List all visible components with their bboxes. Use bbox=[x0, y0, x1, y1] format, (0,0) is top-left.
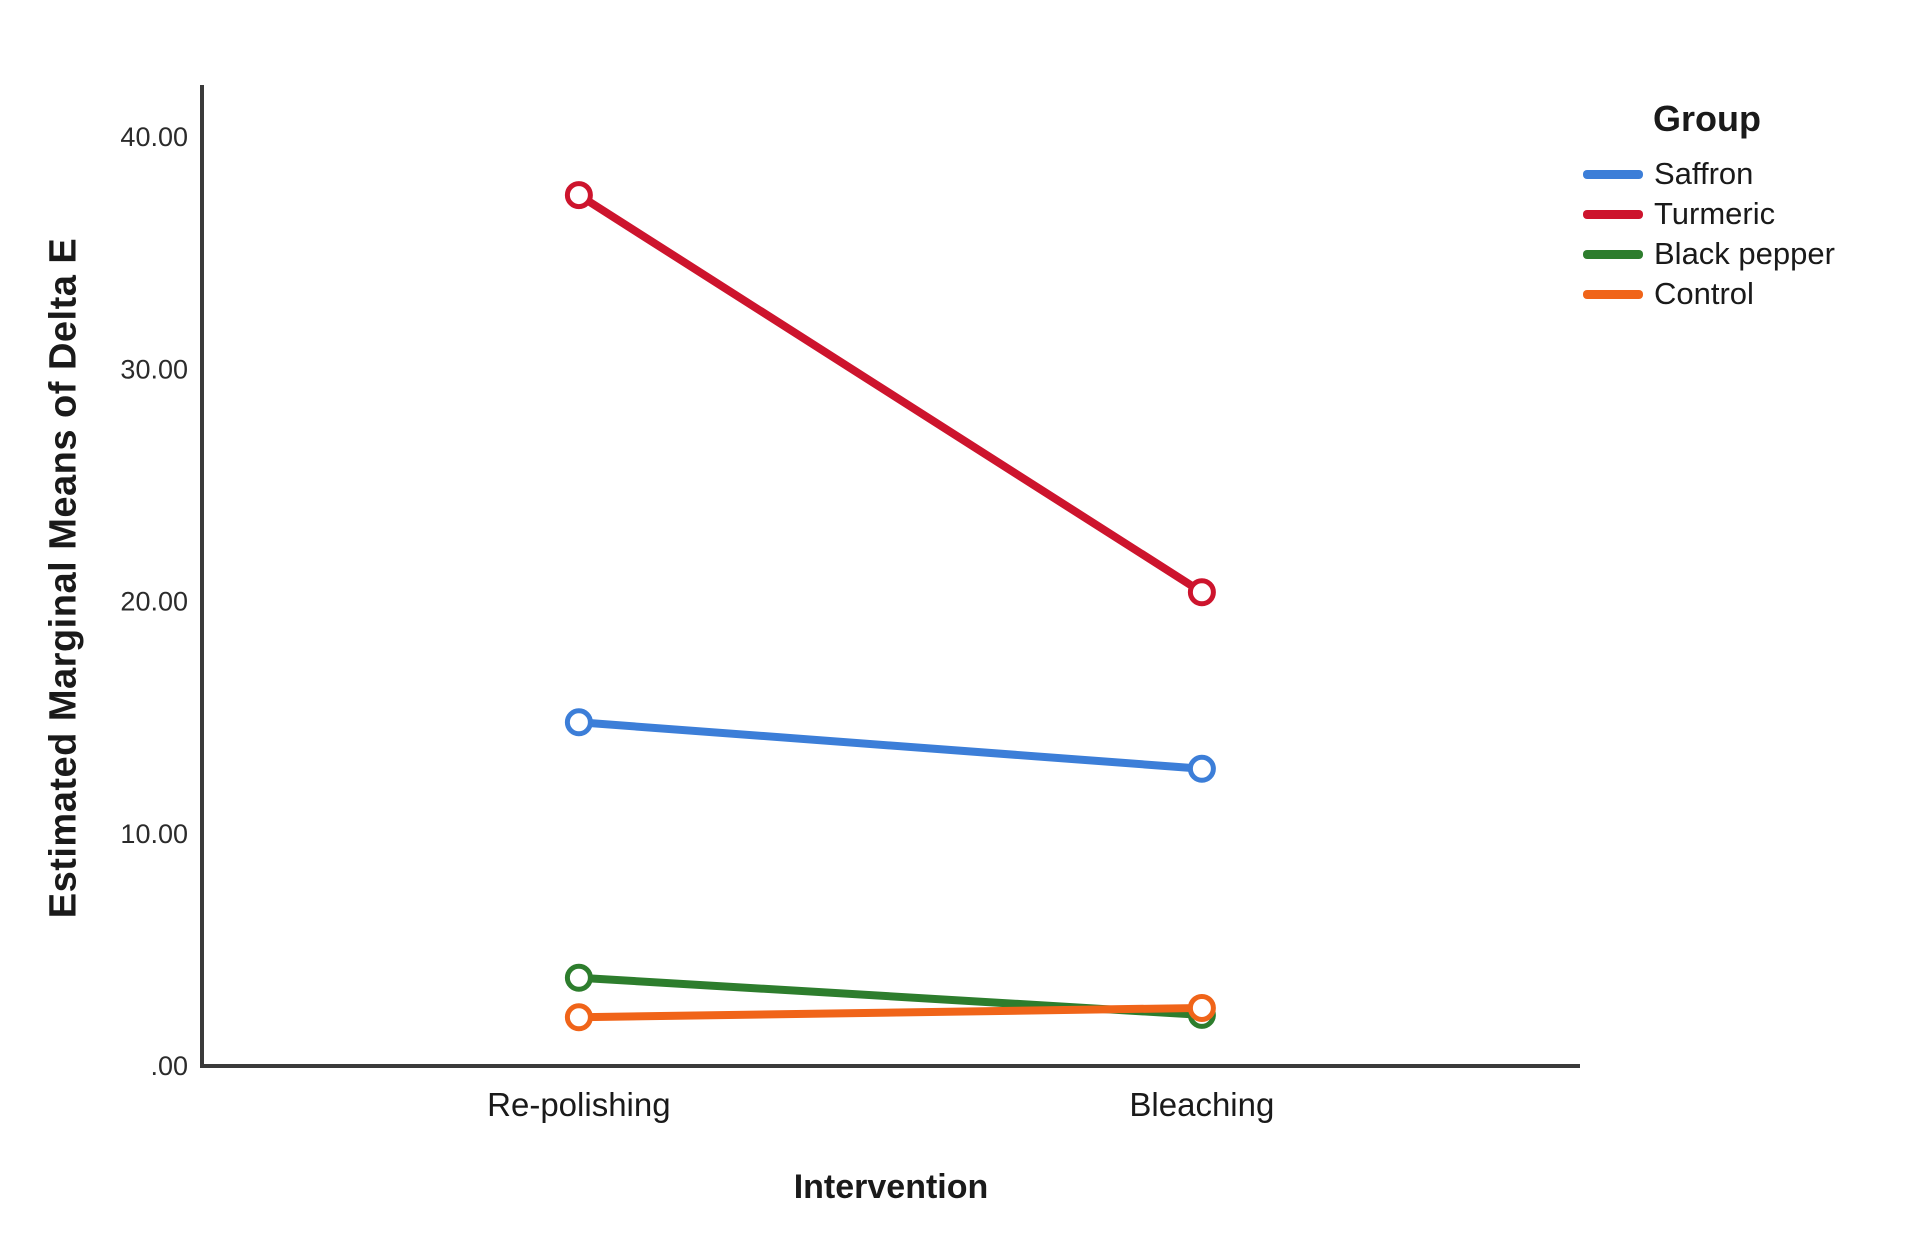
legend-item-label: Black pepper bbox=[1654, 236, 1835, 271]
legend-line-swatch-saffron bbox=[1583, 169, 1643, 179]
legend: Group Saffron Turmeric Black pepper Cont… bbox=[1583, 98, 1903, 314]
x-category-label: Bleaching bbox=[1129, 1086, 1274, 1123]
legend-item-label: Saffron bbox=[1654, 156, 1754, 191]
y-tick-label: .00 bbox=[150, 1051, 188, 1081]
series-marker-turmeric bbox=[564, 181, 593, 210]
series-marker-control bbox=[564, 1003, 593, 1032]
legend-line-swatch-black-pepper bbox=[1583, 249, 1643, 259]
series-line-turmeric bbox=[574, 191, 1206, 597]
series-marker-saffron bbox=[1187, 754, 1216, 783]
legend-title: Group bbox=[1653, 98, 1761, 139]
x-axis-title: Intervention bbox=[793, 1168, 989, 1206]
y-tick-label: 10.00 bbox=[120, 819, 188, 849]
y-tick-label: 30.00 bbox=[120, 354, 188, 384]
legend-line-swatch-control bbox=[1583, 289, 1643, 299]
legend-item-label: Turmeric bbox=[1654, 196, 1776, 231]
y-axis-title: Estimated Marginal Means of Delta E bbox=[42, 237, 85, 919]
y-tick-label: 20.00 bbox=[120, 587, 188, 617]
series-marker-saffron bbox=[564, 708, 593, 737]
legend-item-black-pepper: Black pepper bbox=[1583, 234, 1903, 274]
y-tick-label: 40.00 bbox=[120, 122, 188, 152]
series-marker-control bbox=[1187, 993, 1216, 1022]
series-marker-turmeric bbox=[1187, 578, 1216, 607]
x-category-label: Re-polishing bbox=[487, 1086, 670, 1123]
series-line-control bbox=[574, 1003, 1206, 1022]
legend-line-swatch-turmeric bbox=[1583, 209, 1643, 219]
series-marker-black-pepper bbox=[564, 963, 593, 992]
legend-item-label: Control bbox=[1654, 276, 1754, 311]
axis-lines bbox=[200, 85, 1580, 1068]
legend-item-saffron: Saffron bbox=[1583, 154, 1903, 194]
series-line-saffron bbox=[574, 718, 1206, 773]
legend-item-control: Control bbox=[1583, 274, 1903, 314]
legend-item-turmeric: Turmeric bbox=[1583, 194, 1903, 234]
